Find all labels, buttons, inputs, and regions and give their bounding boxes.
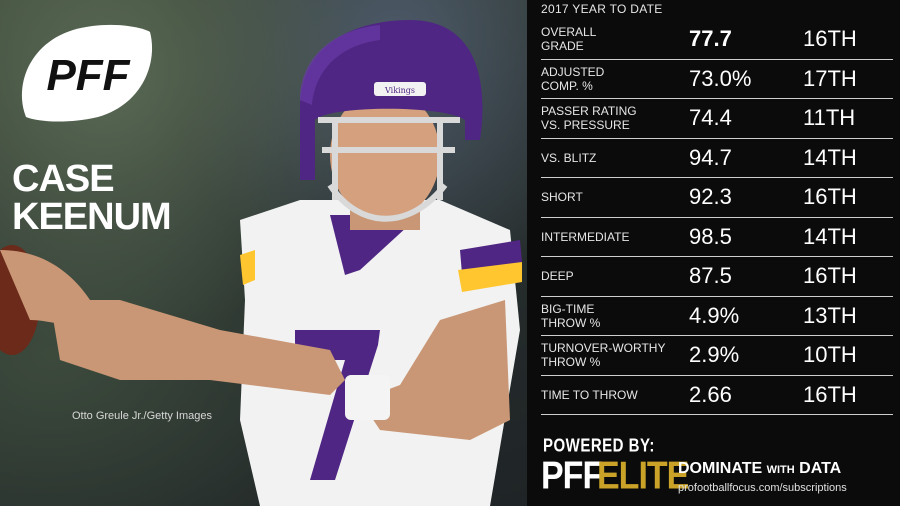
stat-rank: 11TH [803, 105, 856, 130]
stats-panel: 2017 YEAR TO DATE OVERALL GRADE 77.7 16T… [527, 0, 900, 506]
stat-label: BIG-TIME THROW % [541, 301, 601, 330]
player-name: CASE KEENUM [12, 158, 172, 238]
stat-label: PASSER RATING VS. PRESSURE [541, 104, 637, 132]
stat-row-vs-blitz: VS. BLITZ 94.7 14TH [541, 139, 893, 178]
stat-row-short: SHORT 92.3 16TH [541, 178, 893, 218]
stat-row-overall-grade: OVERALL GRADE 77.7 16TH [541, 20, 893, 60]
stat-rank: 16TH [803, 184, 857, 209]
stat-label: DEEP [541, 269, 574, 283]
stat-rank: 14TH [803, 144, 857, 170]
pff-logo-text: PFF [46, 51, 130, 100]
stat-value: 92.3 [689, 184, 732, 209]
stat-label: TIME TO THROW [541, 387, 638, 402]
stat-row-passer-rating-pressure: PASSER RATING VS. PRESSURE 74.4 11TH [541, 99, 893, 139]
stats-heading: 2017 YEAR TO DATE [541, 2, 663, 16]
stat-rank: 10TH [803, 342, 857, 367]
stat-label: INTERMEDIATE [541, 229, 630, 244]
quarterback-illustration: Vikings [0, 20, 522, 506]
photo-credit: Otto Greule Jr./Getty Images [72, 410, 212, 422]
stat-rank: 17TH [803, 65, 857, 91]
stat-rank: 16TH [803, 381, 857, 407]
svg-text:Vikings: Vikings [384, 86, 415, 95]
stat-label: OVERALL GRADE [541, 25, 597, 53]
stats-table: OVERALL GRADE 77.7 16TH ADJUSTED COMP. %… [541, 20, 893, 415]
pff-logo: PFF [21, 24, 153, 122]
player-first-name: CASE [12, 158, 115, 200]
tagline-with: WITH [766, 464, 795, 476]
stat-label: TURNOVER-WORTHY THROW % [541, 341, 666, 369]
stat-value: 2.9% [689, 342, 740, 367]
stat-value: 74.4 [689, 105, 732, 130]
pff-elite-logo-pff: PFF [541, 454, 603, 498]
tagline: DOMINATE WITH DATA [678, 460, 841, 478]
stat-value: 73.0% [689, 65, 752, 91]
player-last-name: KEENUM [12, 196, 172, 238]
subscription-link[interactable]: profootballfocus.com/subscriptions [678, 482, 847, 494]
stat-rank: 13TH [803, 302, 857, 328]
stat-rank: 16TH [803, 263, 857, 288]
tagline-data: DATA [799, 460, 842, 477]
stat-rank: 14TH [803, 223, 857, 249]
stat-value: 87.5 [689, 263, 732, 288]
stat-row-intermediate: INTERMEDIATE 98.5 14TH [541, 218, 893, 257]
stat-value: 2.66 [689, 381, 732, 407]
stat-rank: 16TH [803, 26, 857, 51]
stat-label: ADJUSTED COMP. % [541, 64, 605, 93]
stat-value: 98.5 [689, 223, 732, 249]
stat-value: 77.7 [689, 26, 732, 51]
player-photo: Vikings PFF CASE KEENUM Otto Greule Jr./… [0, 0, 527, 506]
stat-row-adjusted-comp: ADJUSTED COMP. % 73.0% 17TH [541, 60, 893, 99]
powered-by-label: POWERED BY: [543, 436, 655, 457]
tagline-dominate: DOMINATE [678, 460, 763, 477]
stat-value: 94.7 [689, 144, 732, 170]
footer-promo: POWERED BY: PFF ELITE DOMINATE WITH DATA… [541, 436, 891, 498]
stat-row-time-to-throw: TIME TO THROW 2.66 16TH [541, 376, 893, 415]
stat-row-deep: DEEP 87.5 16TH [541, 257, 893, 297]
stat-label: VS. BLITZ [541, 150, 597, 165]
stat-row-turnover-worthy-throw: TURNOVER-WORTHY THROW % 2.9% 10TH [541, 336, 893, 376]
stat-value: 4.9% [689, 302, 740, 328]
stat-label: SHORT [541, 190, 583, 204]
pff-elite-logo-elite: ELITE [597, 454, 689, 498]
stat-row-big-time-throw: BIG-TIME THROW % 4.9% 13TH [541, 297, 893, 336]
